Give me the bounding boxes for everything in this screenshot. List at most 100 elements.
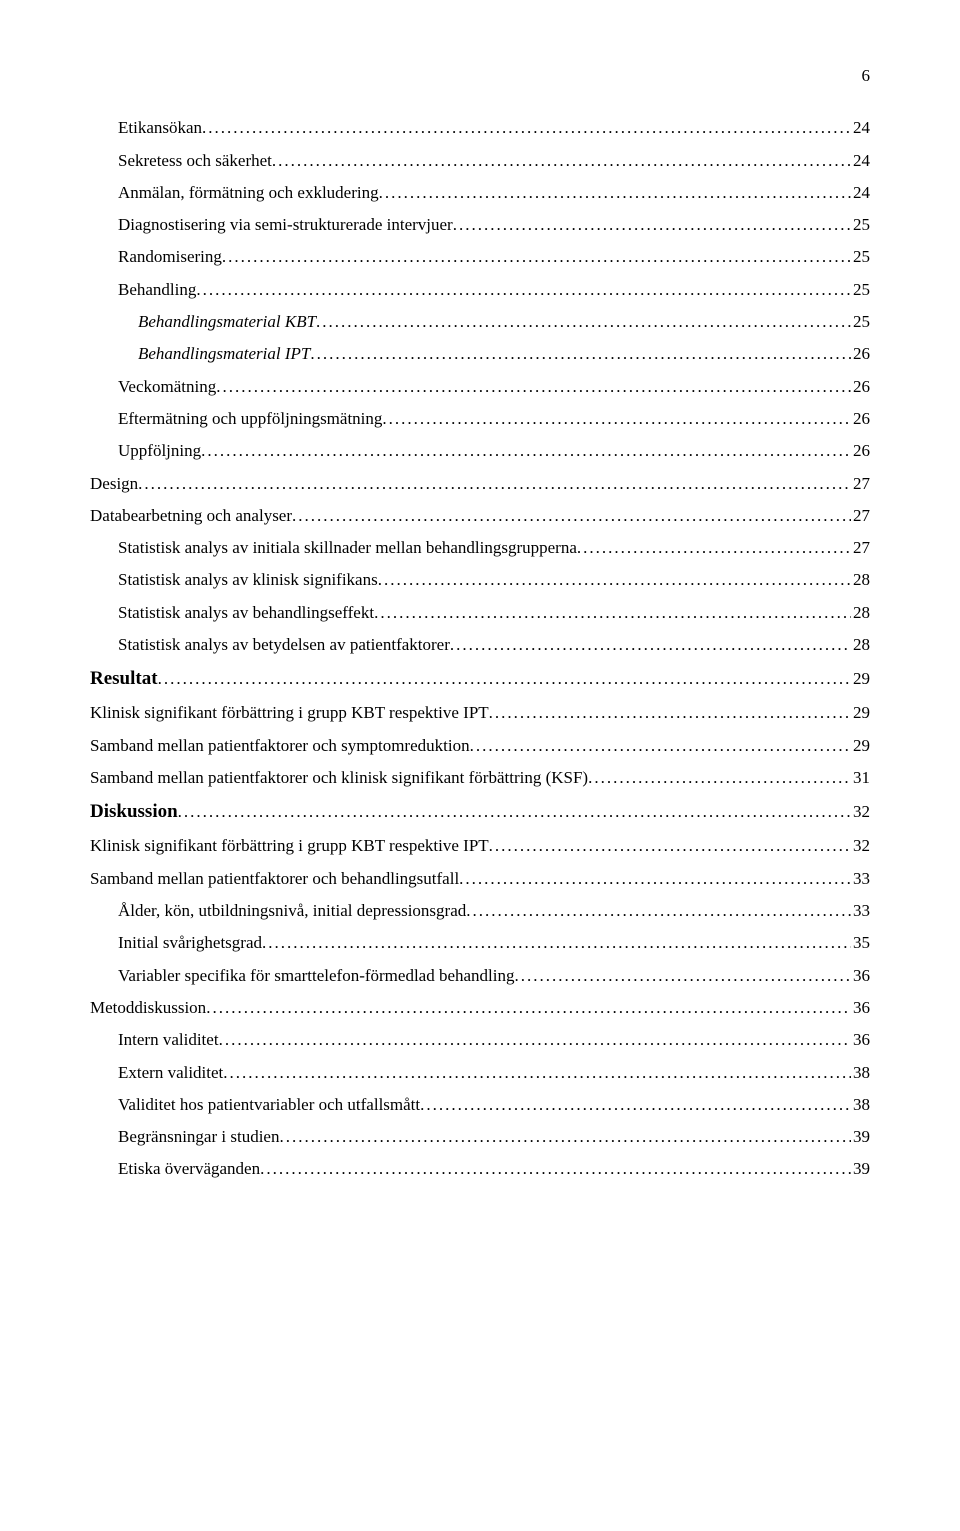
toc-entry: Variabler specifika för smarttelefon-för… xyxy=(90,960,870,992)
toc-entry: Statistisk analys av initiala skillnader… xyxy=(90,532,870,564)
toc-entry: Behandlingsmaterial KBT25 xyxy=(90,306,870,338)
toc-entry-page: 39 xyxy=(851,1153,870,1185)
toc-entry: Behandlingsmaterial IPT26 xyxy=(90,338,870,370)
toc-entry-label: Samband mellan patientfaktorer och behan… xyxy=(90,863,459,895)
toc-entry: Uppföljning 26 xyxy=(90,435,870,467)
toc-leader-dots xyxy=(272,145,851,177)
toc-entry-page: 36 xyxy=(851,1024,870,1056)
toc-entry-label: Diskussion xyxy=(90,794,178,830)
toc-leader-dots xyxy=(489,830,851,862)
toc-entry: Etikansökan24 xyxy=(90,112,870,144)
toc-entry-page: 29 xyxy=(851,730,870,762)
toc-entry-label: Metoddiskussion xyxy=(90,992,206,1024)
toc-entry: Behandling 25 xyxy=(90,274,870,306)
toc-leader-dots xyxy=(202,112,851,144)
toc-entry-label: Sekretess och säkerhet xyxy=(118,145,272,177)
toc-entry-label: Statistisk analys av behandlingseffekt xyxy=(118,597,374,629)
toc-entry-label: Etiska överväganden xyxy=(118,1153,260,1185)
toc-entry: Extern validitet38 xyxy=(90,1057,870,1089)
toc-leader-dots xyxy=(420,1089,851,1121)
toc-entry-label: Samband mellan patientfaktorer och klini… xyxy=(90,762,588,794)
toc-entry: Klinisk signifikant förbättring i grupp … xyxy=(90,697,870,729)
toc-leader-dots xyxy=(223,1057,851,1089)
toc-entry-label: Initial svårighetsgrad xyxy=(118,927,262,959)
toc-entry: Databearbetning och analyser27 xyxy=(90,500,870,532)
toc-leader-dots xyxy=(453,209,851,241)
toc-entry-label: Behandling xyxy=(118,274,196,306)
toc-entry-page: 25 xyxy=(851,306,870,338)
toc-entry-page: 29 xyxy=(851,697,870,729)
toc-entry-page: 33 xyxy=(851,895,870,927)
toc-entry-label: Behandlingsmaterial IPT xyxy=(138,338,310,370)
toc-leader-dots xyxy=(222,241,851,273)
toc-entry-page: 35 xyxy=(851,927,870,959)
toc-leader-dots xyxy=(292,500,851,532)
toc-entry: Diagnostisering via semi-strukturerade i… xyxy=(90,209,870,241)
toc-entry-page: 24 xyxy=(851,145,870,177)
toc-entry-label: Begränsningar i studien xyxy=(118,1121,279,1153)
toc-leader-dots xyxy=(158,663,851,695)
toc-entry-label: Diagnostisering via semi-strukturerade i… xyxy=(118,209,453,241)
toc-entry-label: Validitet hos patientvariabler och utfal… xyxy=(118,1089,420,1121)
toc-entry-label: Klinisk signifikant förbättring i grupp … xyxy=(90,830,489,862)
toc-entry-page: 24 xyxy=(851,177,870,209)
page-number: 6 xyxy=(90,60,870,92)
toc-leader-dots xyxy=(374,597,851,629)
toc-leader-dots xyxy=(382,403,851,435)
toc-entry-label: Statistisk analys av initiala skillnader… xyxy=(118,532,577,564)
toc-entry-label: Statistisk analys av betydelsen av patie… xyxy=(118,629,450,661)
toc-entry-page: 33 xyxy=(851,863,870,895)
toc-entry-page: 38 xyxy=(851,1089,870,1121)
toc-leader-dots xyxy=(178,796,851,828)
toc-leader-dots xyxy=(378,564,851,596)
toc-entry-page: 36 xyxy=(851,992,870,1024)
toc-entry-page: 25 xyxy=(851,274,870,306)
toc-entry: Sekretess och säkerhet 24 xyxy=(90,145,870,177)
toc-entry-page: 25 xyxy=(851,241,870,273)
toc-entry-page: 26 xyxy=(851,403,870,435)
toc-entry-label: Statistisk analys av klinisk signifikans xyxy=(118,564,378,596)
toc-entry-page: 28 xyxy=(851,629,870,661)
toc-leader-dots xyxy=(219,1024,851,1056)
toc-entry-label: Samband mellan patientfaktorer och sympt… xyxy=(90,730,470,762)
toc-entry-label: Anmälan, förmätning och exkludering xyxy=(118,177,379,209)
toc-entry-label: Klinisk signifikant förbättring i grupp … xyxy=(90,697,489,729)
toc-leader-dots xyxy=(201,435,851,467)
toc-entry: Klinisk signifikant förbättring i grupp … xyxy=(90,830,870,862)
toc-leader-dots xyxy=(260,1153,851,1185)
toc-leader-dots xyxy=(459,863,851,895)
toc-entry-label: Design xyxy=(90,468,138,500)
toc-leader-dots xyxy=(515,960,851,992)
toc-entry-label: Ålder, kön, utbildningsnivå, initial dep… xyxy=(118,895,466,927)
toc-leader-dots xyxy=(588,762,851,794)
toc-leader-dots xyxy=(196,274,851,306)
toc-entry: Resultat 29 xyxy=(90,661,870,697)
toc-entry: Randomisering 25 xyxy=(90,241,870,273)
toc-entry: Samband mellan patientfaktorer och klini… xyxy=(90,762,870,794)
toc-entry-page: 29 xyxy=(851,663,870,695)
toc-leader-dots xyxy=(279,1121,851,1153)
toc-entry: Samband mellan patientfaktorer och behan… xyxy=(90,863,870,895)
toc-entry-page: 31 xyxy=(851,762,870,794)
toc-leader-dots xyxy=(262,927,851,959)
toc-leader-dots xyxy=(470,730,851,762)
toc-entry-page: 26 xyxy=(851,371,870,403)
toc-entry: Statistisk analys av betydelsen av patie… xyxy=(90,629,870,661)
toc-entry-page: 27 xyxy=(851,500,870,532)
toc-entry: Samband mellan patientfaktorer och sympt… xyxy=(90,730,870,762)
toc-entry-page: 28 xyxy=(851,597,870,629)
toc-entry-page: 32 xyxy=(851,796,870,828)
toc-entry: Metoddiskussion 36 xyxy=(90,992,870,1024)
toc-entry-label: Resultat xyxy=(90,661,158,697)
toc-entry-page: 38 xyxy=(851,1057,870,1089)
toc-entry-page: 27 xyxy=(851,468,870,500)
toc-entry: Initial svårighetsgrad 35 xyxy=(90,927,870,959)
toc-entry: Eftermätning och uppföljningsmätning26 xyxy=(90,403,870,435)
toc-entry-page: 26 xyxy=(851,435,870,467)
toc-entry: Validitet hos patientvariabler och utfal… xyxy=(90,1089,870,1121)
toc-entry-label: Randomisering xyxy=(118,241,222,273)
toc-entry: Statistisk analys av behandlingseffekt 28 xyxy=(90,597,870,629)
toc-entry-label: Uppföljning xyxy=(118,435,201,467)
toc-entry: Ålder, kön, utbildningsnivå, initial dep… xyxy=(90,895,870,927)
toc-entry: Veckomätning26 xyxy=(90,371,870,403)
